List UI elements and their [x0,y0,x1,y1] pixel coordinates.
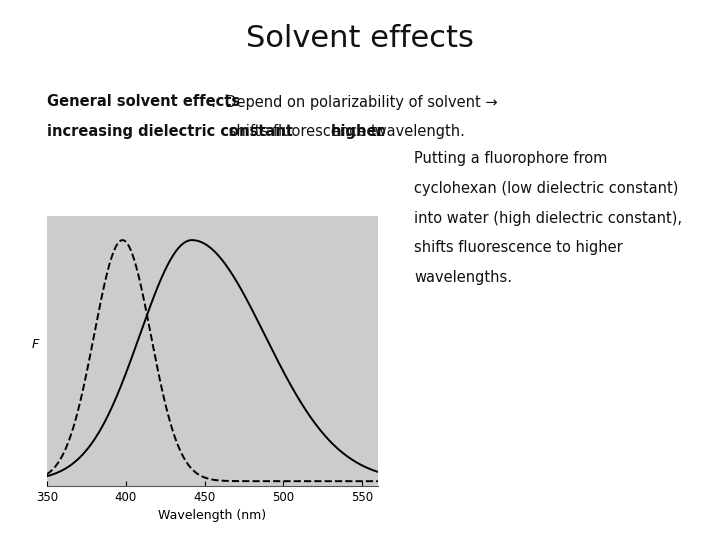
Text: higher: higher [330,124,384,139]
Y-axis label: F: F [32,338,40,351]
Text: increasing dielectric constant: increasing dielectric constant [47,124,292,139]
Text: :  Depend on polarizability of solvent →: : Depend on polarizability of solvent → [211,94,498,110]
Text: shifts fluorescence to higher: shifts fluorescence to higher [414,240,623,255]
Text: shifts fluorescence to: shifts fluorescence to [224,124,390,139]
Text: General solvent effects: General solvent effects [47,94,240,110]
Text: wavelengths.: wavelengths. [414,270,512,285]
Text: into water (high dielectric constant),: into water (high dielectric constant), [414,211,682,226]
Text: Solvent effects: Solvent effects [246,24,474,53]
Text: Putting a fluorophore from: Putting a fluorophore from [414,151,608,166]
Text: cyclohexan (low dielectric constant): cyclohexan (low dielectric constant) [414,181,678,196]
Text: wavelength.: wavelength. [370,124,465,139]
X-axis label: Wavelength (nm): Wavelength (nm) [158,509,266,522]
